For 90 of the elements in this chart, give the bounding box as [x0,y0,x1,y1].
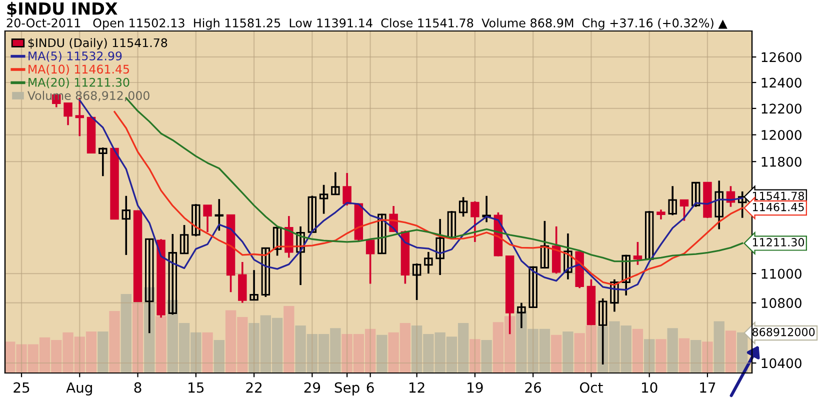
bar [120,294,132,373]
candlestick [378,212,386,254]
candlestick [564,232,572,280]
x-tick-label: 10 [642,382,658,393]
legend-label: MA(10) 11461.45 [28,64,129,76]
legend-label: MA(5) 11532.99 [28,51,122,62]
candlestick [424,251,433,274]
x-tick-label: 15 [188,382,204,393]
candlestick [656,208,666,220]
candlestick [192,203,200,238]
bar [284,306,294,373]
candlestick [214,198,224,232]
candlestick [470,200,480,243]
bar [667,328,678,373]
candlestick [644,210,654,260]
candlestick [610,278,619,313]
candlestick [622,254,630,296]
candlestick [458,196,468,218]
candlestick [272,226,282,257]
candlestick [366,238,375,285]
x-tick-label: 19 [468,382,483,393]
x-tick-label: 8 [134,382,142,393]
bar [702,342,713,373]
bar [214,340,225,373]
candlestick [261,246,270,298]
candlestick [342,172,352,206]
text: 11541.78 [752,192,804,200]
y-tick-label: 10400 [762,358,802,368]
candlestick [64,102,72,126]
x-tick-label: 12 [410,382,424,393]
bar [644,339,655,373]
bar [132,302,144,373]
y-tick-label: 12200 [762,104,802,114]
x-tick-label: Oct [580,382,603,393]
candlestick [540,220,550,269]
legend-label: MA(20) 11211.30 [28,78,130,88]
x-tick-label: 6 [366,382,374,393]
candlestick [122,194,131,256]
candlestick [528,265,538,308]
text: 868912000 [752,328,815,336]
x-tick-label: 26 [525,382,542,393]
bar [109,311,120,373]
data-label: 11461.45 [752,202,804,212]
bar [678,338,690,373]
x-tick-label: 25 [14,382,30,393]
candlestick [633,241,642,266]
bar [562,331,574,373]
bar [725,330,736,373]
y-tick-label: 12400 [762,78,802,88]
x-tick-label: 22 [246,382,262,393]
x-tick-label: Aug [66,382,92,396]
candlestick [680,198,689,222]
legend-label: Volume 868,912,000 [28,90,150,102]
chart-subtitle: 20-Oct-2011 Open 11502.13 High 11581.25 Low 11391.14 Close 11541.78 Volume 868.9M Chg +37.16 (+0.32%) ▲ [6,18,728,30]
y-tick-label: 10800 [762,298,802,308]
candlestick [691,181,700,208]
candlestick [98,146,108,178]
x-tick-label: Sep [334,382,360,396]
candlestick [203,204,212,233]
chart-title: $INDU INDX [7,2,118,18]
bar [632,328,644,373]
y-tick-label: 12000 [762,130,802,140]
data-label: 11211.30 [752,238,804,246]
bar [714,321,724,373]
bar [550,334,562,373]
candlestick [250,269,258,301]
legend-label: $INDU (Daily) 11541.78 [28,38,168,50]
bar [656,339,666,373]
bar [98,331,108,373]
candlestick [482,194,491,224]
y-tick-label: 11800 [762,156,802,167]
candlestick [319,184,328,215]
candlestick [668,185,677,216]
bar [202,332,213,373]
x-tick-label: 17 [700,382,716,393]
candlestick [296,226,305,286]
bar [376,334,388,373]
candlestick [447,210,456,240]
y-tick-label: 11000 [762,268,802,279]
bar [481,340,492,373]
bar [690,340,702,373]
candlestick [714,180,724,230]
candlestick [436,218,444,276]
x-tick-label: 29 [304,382,320,393]
candlestick [412,262,422,301]
candlestick [180,224,189,254]
candlestick [331,171,340,196]
y-tick-label: 12600 [762,52,802,62]
bar [470,339,480,373]
candlestick [308,194,317,233]
